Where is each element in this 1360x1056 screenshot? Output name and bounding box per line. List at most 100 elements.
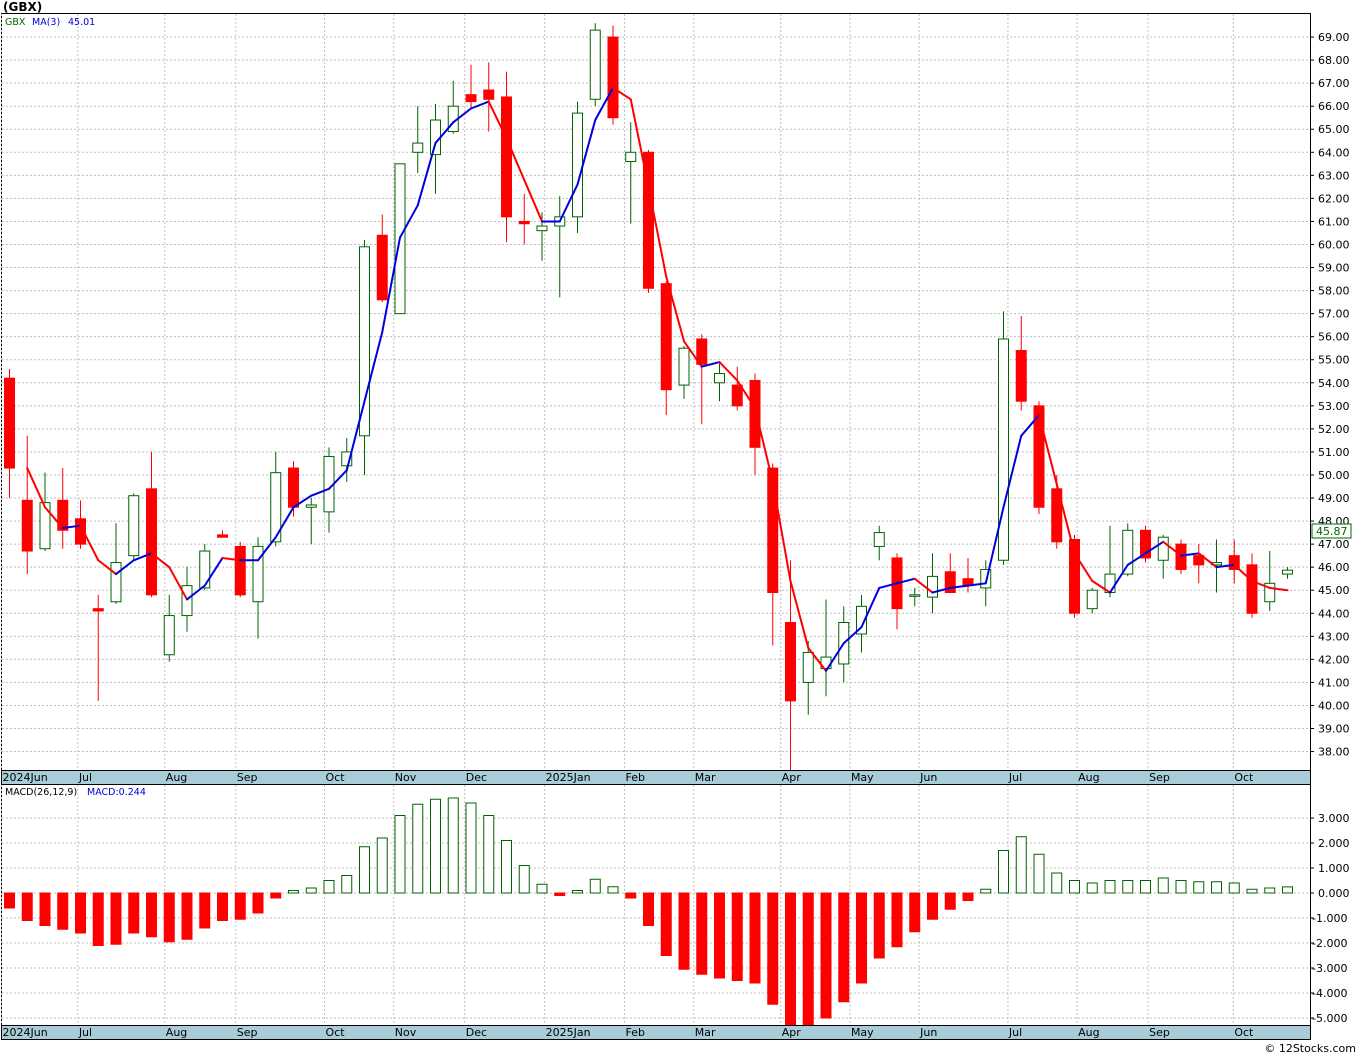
price-panel-frame	[1, 13, 1311, 771]
macd-bar	[1015, 836, 1027, 894]
ma3-segment	[345, 400, 366, 472]
macd-bar	[341, 875, 353, 894]
ma3-segment	[612, 86, 632, 101]
macd-bar	[39, 892, 51, 926]
ma3-segment	[594, 86, 614, 122]
candle-body	[873, 532, 885, 547]
macd-panel-frame	[1, 784, 1311, 1026]
price-tick-label: 61.00	[1318, 215, 1350, 228]
ma3-segment	[292, 494, 313, 509]
macd-bar	[163, 892, 175, 943]
price-month-label: Feb	[626, 771, 645, 784]
candle	[1228, 539, 1240, 584]
price-month-label: Sep	[1149, 771, 1170, 784]
candle-body	[767, 467, 779, 594]
candle-body	[412, 142, 424, 153]
price-month-label: 2024Jun	[3, 771, 48, 784]
candle	[376, 214, 388, 303]
macd-bar	[1175, 880, 1187, 894]
ma3-segment	[470, 100, 490, 110]
price-month-label: Jun	[919, 771, 937, 784]
price-tick-label: 51.00	[1318, 446, 1350, 459]
ma3-segment	[1251, 580, 1271, 589]
ma3-segment	[399, 204, 419, 239]
candle-body	[146, 488, 157, 596]
macd-tick-label: -2.000	[1312, 937, 1347, 950]
macd-month-label: Jul	[78, 1026, 92, 1039]
macd-bar	[714, 892, 725, 979]
price-tick-label: 46.00	[1318, 561, 1350, 574]
price-month-label: Aug	[1078, 771, 1099, 784]
price-month-label: Jul	[78, 771, 92, 784]
macd-tick-label: 0.000	[1318, 887, 1350, 900]
macd-bar	[110, 892, 122, 945]
candle-body	[359, 246, 370, 437]
ma3-segment	[825, 642, 845, 672]
candle	[696, 334, 708, 425]
price-tick-label: 54.00	[1318, 377, 1350, 390]
ma3-segment	[842, 626, 863, 645]
candle	[341, 438, 353, 482]
candle-body	[1175, 543, 1187, 570]
candle	[909, 587, 921, 607]
candle-body	[660, 283, 672, 391]
credit-label: © 12Stocks.com	[1264, 1042, 1356, 1055]
candle-body	[785, 621, 796, 702]
candle-body	[57, 499, 69, 531]
ma3-segment	[896, 577, 916, 585]
ma3-segment	[1038, 414, 1058, 486]
macd-bar	[288, 890, 299, 894]
ma3-segment	[381, 236, 401, 334]
candle	[270, 451, 282, 547]
macd-tick-label: -5.000	[1312, 1012, 1347, 1025]
candle	[589, 23, 601, 107]
candle-body	[181, 585, 193, 617]
macd-bar	[323, 880, 335, 894]
price-tick-label: 43.00	[1318, 630, 1350, 643]
candle-body	[731, 384, 743, 407]
candle-body	[341, 451, 353, 467]
ma3-segment	[221, 556, 242, 562]
candle-body	[288, 467, 299, 508]
legend-ma-label: MA(3)	[32, 17, 60, 28]
macd-bar	[927, 892, 938, 920]
candle-body	[217, 534, 228, 538]
candle-body	[4, 377, 15, 469]
ma3-segment	[683, 340, 703, 368]
candle	[39, 472, 51, 552]
macd-bar	[1104, 880, 1116, 894]
price-tick-label: 50.00	[1318, 469, 1350, 482]
macd-date-strip	[1, 1025, 1311, 1040]
candle	[57, 468, 69, 549]
macd-month-label: Apr	[782, 1026, 802, 1039]
macd-bar	[1264, 887, 1276, 894]
candle	[749, 373, 761, 475]
legend-ma-value: 45.01	[68, 17, 95, 28]
ma3-segment	[629, 98, 650, 188]
ma3-segment	[505, 137, 526, 181]
price-month-label: Aug	[166, 771, 187, 784]
macd-bar	[501, 840, 512, 894]
candle	[1015, 315, 1027, 411]
ma3-segment	[576, 119, 597, 186]
candle-body	[625, 151, 637, 163]
ma3-segment	[61, 524, 82, 529]
candle	[1246, 553, 1258, 618]
candle-body	[1157, 536, 1169, 561]
candle	[217, 530, 228, 538]
candle	[1069, 534, 1080, 618]
macd-month-label: Nov	[395, 1026, 417, 1039]
macd-month-label: Sep	[1149, 1026, 1170, 1039]
candle-body	[749, 379, 761, 448]
macd-bar	[731, 892, 743, 981]
ma3-line	[26, 86, 1289, 672]
ma3-segment	[257, 536, 277, 562]
macd-legend-label: MACD(26,12,9)	[5, 787, 77, 798]
ma3-segment	[754, 407, 774, 483]
ma3-segment	[115, 559, 135, 576]
ma3-segment	[1002, 434, 1023, 509]
macd-bar	[217, 892, 228, 921]
ma3-segment	[363, 331, 384, 403]
price-month-label: Sep	[237, 771, 258, 784]
price-tick-label: 57.00	[1318, 308, 1350, 321]
